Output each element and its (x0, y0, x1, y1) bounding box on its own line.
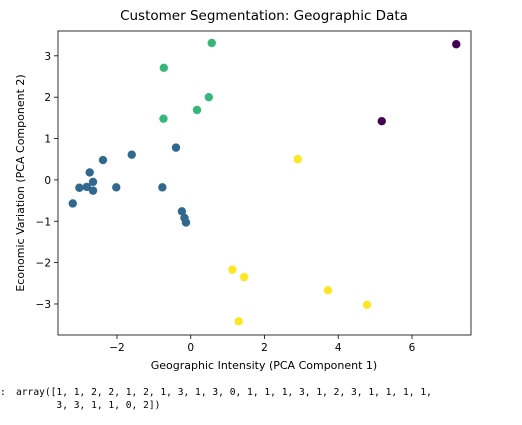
scatter-point-22 (228, 265, 237, 274)
scatter-point-4 (82, 182, 91, 192)
scatter-point-20 (159, 114, 168, 123)
scatter-point-8 (98, 155, 108, 165)
points-layer (68, 38, 461, 326)
output-text: array([1, 1, 2, 2, 1, 2, 1, 3, 1, 3, 0, … (16, 386, 432, 412)
y-axis-ticks: −3 −2 −1 0 1 2 3 (36, 51, 58, 311)
plot-frame (57, 30, 472, 336)
y-tick-label: 2 (44, 92, 51, 104)
output-prompt: : (0, 387, 6, 398)
scatter-point-2 (68, 199, 77, 208)
y-tick-label: −1 (36, 216, 51, 228)
scatter-point-0 (452, 40, 461, 49)
output-line-1: array([1, 1, 2, 2, 1, 2, 1, 3, 1, 3, 0, … (16, 387, 432, 398)
scatter-point-6 (88, 177, 98, 187)
y-axis-label: Economic Variation (PCA Component 2) (14, 74, 27, 291)
chart-title: Customer Segmentation: Geographic Data (120, 8, 408, 24)
x-tick-label: 0 (187, 342, 194, 354)
y-tick-label: −2 (36, 258, 51, 270)
scatter-point-26 (234, 317, 243, 326)
scatter-point-5 (85, 168, 94, 177)
y-tick-label: 3 (44, 51, 51, 63)
x-tick-label: 2 (261, 342, 268, 354)
output-line-2: 3, 3, 1, 1, 0, 2]) (16, 400, 161, 411)
scatter-point-11 (158, 183, 167, 192)
y-tick-label: 0 (44, 175, 51, 187)
scatter-point-9 (112, 183, 121, 192)
scatter-point-10 (127, 150, 136, 159)
y-tick-label: 1 (44, 134, 51, 146)
x-axis-ticks: −2 0 2 4 6 (109, 335, 416, 354)
scatter-point-17 (159, 63, 169, 73)
scatter-chart: Customer Segmentation: Geographic Data −… (14, 8, 472, 372)
cell-output: : array([1, 1, 2, 2, 1, 2, 1, 3, 1, 3, 0… (0, 386, 522, 425)
x-tick-label: −2 (109, 342, 124, 354)
y-tick-label: −3 (36, 299, 51, 311)
scatter-point-23 (240, 272, 249, 282)
scatter-point-15 (181, 218, 191, 227)
x-tick-label: 6 (409, 342, 416, 354)
scatter-point-3 (75, 183, 84, 192)
scatter-point-16 (207, 38, 216, 48)
scatter-point-12 (171, 143, 181, 152)
scatter-point-1 (377, 116, 386, 126)
scatter-point-24 (323, 286, 333, 295)
scatter-point-7 (88, 186, 98, 195)
scatter-point-21 (293, 155, 302, 164)
scatter-point-13 (177, 207, 187, 216)
scatter-point-25 (362, 300, 372, 310)
x-axis-label: Geographic Intensity (PCA Component 1) (151, 359, 377, 372)
scatter-point-19 (192, 105, 202, 115)
scatter-point-18 (204, 92, 214, 102)
x-tick-label: 4 (335, 342, 342, 354)
